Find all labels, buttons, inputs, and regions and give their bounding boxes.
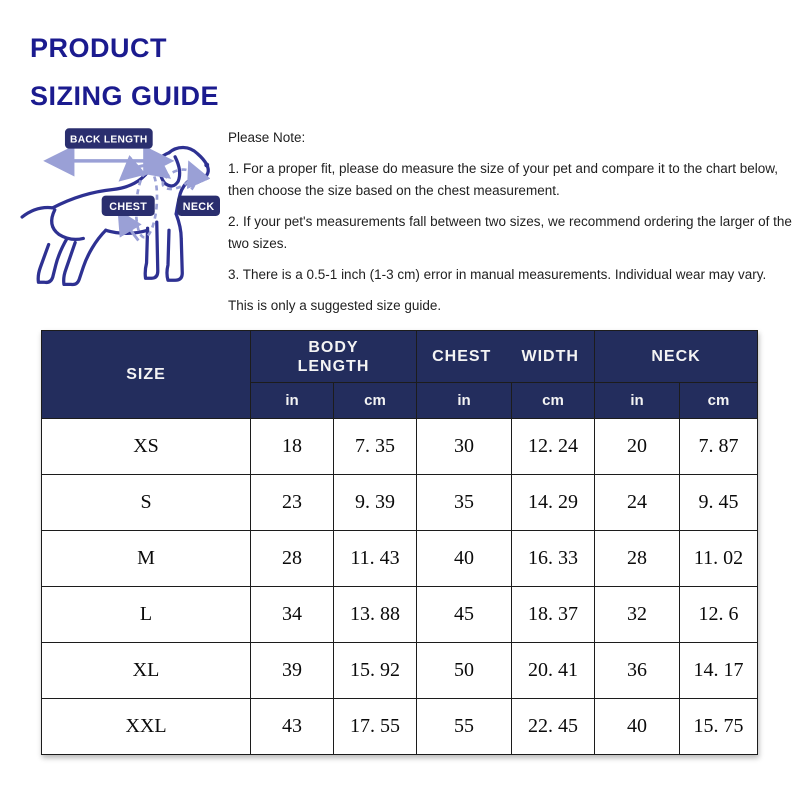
back-length-label: BACK LENGTH: [70, 135, 148, 146]
value-cell: 7. 87: [679, 418, 759, 475]
value-cell: 7. 35: [333, 418, 417, 475]
table-row-m: M 28 11. 43 40 16. 33 28 11. 02: [41, 530, 759, 587]
value-cell: 32: [594, 586, 681, 643]
value-cell: 16. 33: [510, 530, 596, 587]
value-cell: 15. 92: [333, 642, 417, 699]
value-cell: 20: [594, 418, 681, 475]
unit-neck-cm: cm: [679, 382, 759, 419]
table-units-row: in cm in cm in cm: [42, 382, 759, 419]
table-header-row: SIZE BODY LENGTH CHEST WIDTH NECK: [41, 330, 759, 419]
notes-footer: This is only a suggested size guide.: [228, 298, 442, 313]
size-cell: S: [41, 474, 251, 531]
value-cell: 11. 02: [679, 530, 759, 587]
header-body-length: BODY LENGTH: [250, 330, 417, 383]
value-cell: 40: [416, 530, 512, 587]
page-title-line2: SIZING GUIDE: [30, 81, 220, 111]
dog-measurement-diagram: BACK LENGTH CHEST NECK: [20, 128, 220, 287]
value-cell: 18: [250, 418, 334, 475]
chest-bottom-arrow-icon: [117, 209, 142, 242]
size-cell: M: [41, 530, 251, 587]
table-row-xs: XS 18 7. 35 30 12. 24 20 7. 87: [41, 418, 759, 475]
value-cell: 12. 6: [679, 586, 759, 643]
value-cell: 35: [416, 474, 512, 531]
value-cell: 9. 39: [333, 474, 417, 531]
header-neck: NECK: [594, 330, 759, 383]
page-title: PRODUCT SIZING GUIDE: [30, 24, 219, 120]
unit-chest-cm: cm: [510, 382, 596, 419]
neck-arrow-icon: [186, 160, 211, 191]
chest-badge: [101, 195, 155, 216]
value-cell: 40: [594, 698, 681, 755]
unit-body-in: in: [250, 382, 334, 419]
notes-section: Please Note: 1. For a proper fit, please…: [228, 127, 794, 326]
value-cell: 17. 55: [333, 698, 417, 755]
value-cell: 55: [416, 698, 512, 755]
value-cell: 50: [416, 642, 512, 699]
value-cell: 30: [416, 418, 512, 475]
unit-chest-in: in: [416, 382, 512, 419]
value-cell: 14. 29: [510, 474, 596, 531]
neck-badge: [177, 195, 220, 216]
note-item-3: 3. There is a 0.5-1 inch (1-3 cm) error …: [228, 267, 767, 282]
value-cell: 12. 24: [510, 418, 596, 475]
value-cell: 14. 17: [679, 642, 759, 699]
value-cell: 18. 37: [510, 586, 596, 643]
value-cell: 28: [594, 530, 681, 587]
header-width-word: WIDTH: [521, 347, 579, 365]
value-cell: 45: [416, 586, 512, 643]
value-cell: 13. 88: [333, 586, 417, 643]
back-length-badge: [64, 128, 153, 149]
header-body-word: BODY: [308, 338, 359, 356]
header-length-word: LENGTH: [297, 357, 370, 375]
sizing-table: SIZE BODY LENGTH CHEST WIDTH NECK in cm …: [41, 330, 759, 755]
diagram-badges: BACK LENGTH CHEST NECK: [64, 128, 220, 216]
value-cell: 34: [250, 586, 334, 643]
page-title-line1: PRODUCT: [30, 33, 167, 63]
notes-heading: Please Note:: [228, 130, 306, 145]
dog-outline-icon: [20, 145, 210, 287]
note-item-1: 1. For a proper fit, please do measure t…: [228, 161, 779, 198]
header-chest-width: CHEST WIDTH: [415, 330, 596, 383]
size-cell: XL: [41, 642, 251, 699]
table-row-xxl: XXL 43 17. 55 55 22. 45 40 15. 75: [41, 698, 759, 755]
value-cell: 43: [250, 698, 334, 755]
size-cell: XS: [41, 418, 251, 475]
value-cell: 28: [250, 530, 334, 587]
unit-body-cm: cm: [333, 382, 417, 419]
value-cell: 9. 45: [679, 474, 759, 531]
table-row-xl: XL 39 15. 92 50 20. 41 36 14. 17: [41, 642, 759, 699]
header-chest-word: CHEST: [432, 347, 492, 365]
table-row-s: S 23 9. 39 35 14. 29 24 9. 45: [41, 474, 759, 531]
value-cell: 22. 45: [510, 698, 596, 755]
value-cell: 15. 75: [679, 698, 759, 755]
value-cell: 23: [250, 474, 334, 531]
chest-top-arrow-icon: [118, 153, 172, 182]
size-cell: L: [41, 586, 251, 643]
value-cell: 39: [250, 642, 334, 699]
table-row-l: L 34 13. 88 45 18. 37 32 12. 6: [41, 586, 759, 643]
value-cell: 36: [594, 642, 681, 699]
note-item-2: 2. If your pet's measurements fall betwe…: [228, 214, 792, 251]
value-cell: 24: [594, 474, 681, 531]
unit-neck-in: in: [594, 382, 681, 419]
neck-label: NECK: [183, 201, 215, 213]
value-cell: 20. 41: [510, 642, 596, 699]
header-size: SIZE: [41, 330, 251, 419]
value-cell: 11. 43: [333, 530, 417, 587]
size-cell: XXL: [41, 698, 251, 755]
chest-label: CHEST: [109, 201, 147, 213]
